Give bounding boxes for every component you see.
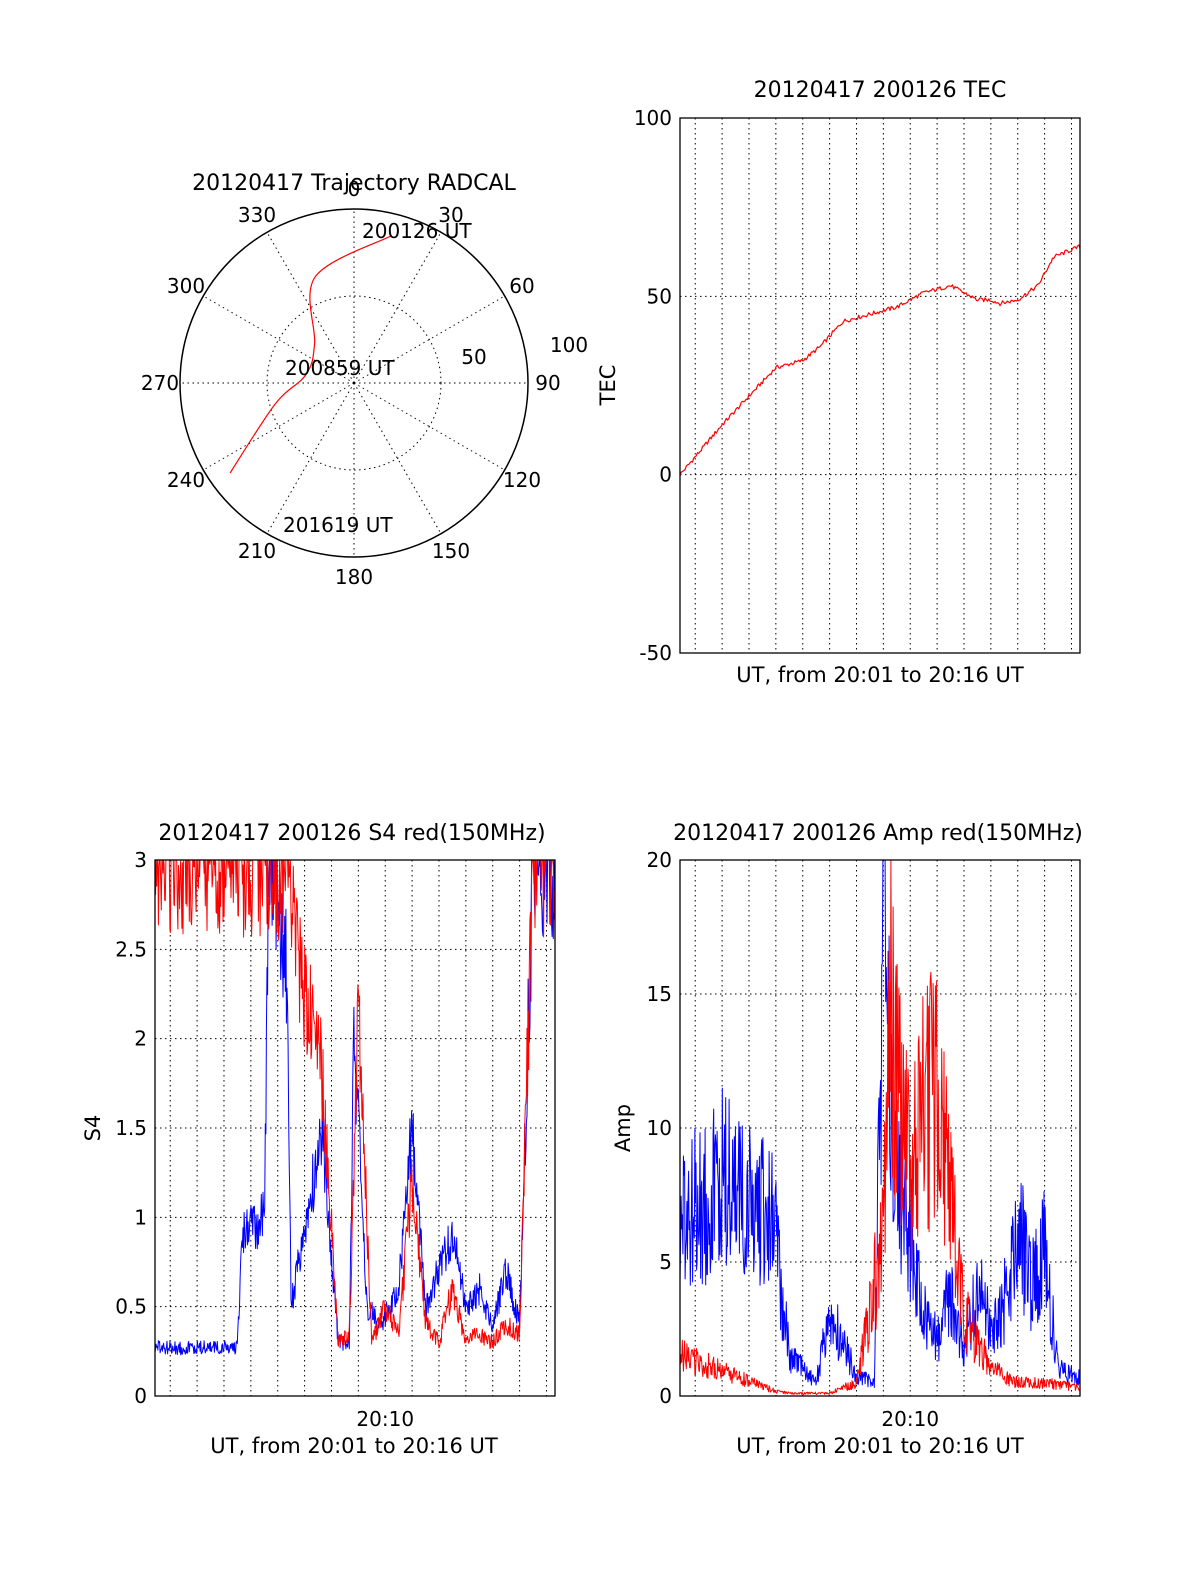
s4-x-axis-label: UT, from 20:01 to 20:16 UT	[210, 1434, 498, 1458]
x-tick-label: 20:10	[881, 1407, 939, 1431]
radial-tick-label: 100	[550, 333, 588, 357]
polar-outer-circle	[179, 208, 529, 558]
y-tick-label: 1.5	[115, 1116, 147, 1140]
s4-series	[154, 859, 556, 1356]
angle-tick-label: 210	[238, 539, 276, 563]
y-tick-label: 1	[134, 1205, 147, 1229]
polar-spoke	[353, 382, 442, 534]
angle-tick-label: 180	[335, 565, 373, 589]
tec-plot-frame	[679, 117, 1081, 654]
s4-title: 20120417 200126 S4 red(150MHz)	[158, 821, 545, 846]
y-tick-label: 15	[647, 982, 672, 1006]
polar-spoke	[203, 382, 355, 471]
y-tick-label: 5	[659, 1250, 672, 1274]
amp-x-axis-label: UT, from 20:01 to 20:16 UT	[736, 1434, 1024, 1458]
angle-tick-label: 270	[141, 371, 179, 395]
angle-tick-label: 330	[238, 203, 276, 227]
angle-tick-label: 150	[432, 539, 470, 563]
s4-series-line	[154, 859, 556, 1349]
tec-x-axis-label: UT, from 20:01 to 20:16 UT	[736, 663, 1024, 687]
amp-title: 20120417 200126 Amp red(150MHz)	[673, 821, 1083, 846]
tec-series	[679, 244, 1081, 477]
amp-y-axis-label: Amp	[611, 1104, 635, 1152]
y-tick-label: 50	[647, 284, 672, 308]
s4-panel: 20120417 200126 S4 red(150MHz) 0 0.5 1 1.5 2…	[81, 821, 556, 1458]
radial-tick-label: 50	[461, 345, 486, 369]
angle-tick-label: 30	[438, 203, 463, 227]
polar-spoke	[266, 382, 355, 534]
amp-plot-frame	[679, 859, 1081, 1397]
amp-y-ticks: 0 5 10 15 20	[647, 848, 672, 1408]
y-tick-label: 0	[134, 1384, 147, 1408]
polar-panel: 20120417 Trajectory RADCAL 0 30 60 90 120 150…	[141, 171, 588, 589]
amp-series-line	[679, 859, 1081, 1388]
y-tick-label: 0.5	[115, 1295, 147, 1319]
angle-tick-label: 90	[535, 371, 560, 395]
angle-tick-label: 60	[509, 274, 534, 298]
trajectory-end-label: 201619 UT	[283, 513, 393, 537]
tec-y-ticks: -50 0 50 100	[634, 106, 672, 665]
polar-inner-circle	[266, 295, 442, 471]
x-tick-label: 20:10	[356, 1407, 414, 1431]
polar-spoke	[353, 382, 505, 471]
polar-spoke	[353, 232, 442, 384]
s4-series-line	[154, 859, 556, 1356]
polar-spoke	[266, 232, 355, 384]
polar-spoke	[203, 295, 355, 384]
trajectory-start-label: 200126 UT	[362, 219, 472, 243]
polar-spokes	[180, 209, 528, 557]
s4-y-axis-label: S4	[81, 1115, 105, 1142]
y-tick-label: 100	[634, 106, 672, 130]
s4-x-ticks: 20:10	[356, 1407, 414, 1431]
tec-grid	[680, 117, 1080, 654]
angle-tick-label: 240	[167, 468, 205, 492]
s4-plot-frame	[154, 859, 556, 1397]
y-tick-label: 20	[647, 848, 672, 872]
y-tick-label: 2.5	[115, 937, 147, 961]
amp-series	[679, 859, 1081, 1395]
tec-title: 20120417 200126 TEC	[754, 78, 1007, 103]
s4-y-ticks: 0 0.5 1 1.5 2 2.5 3	[115, 848, 147, 1408]
amp-x-ticks: 20:10	[881, 1407, 939, 1431]
angle-tick-label: 300	[167, 274, 205, 298]
y-tick-label: -50	[639, 641, 672, 665]
polar-spoke	[353, 295, 505, 384]
tec-series-line	[679, 244, 1081, 477]
y-tick-label: 10	[647, 1116, 672, 1140]
trajectory-line	[229, 235, 391, 474]
tec-y-axis-label: TEC	[596, 365, 620, 407]
polar-angle-labels: 0 30 60 90 120 150 180 210 240 270 300 330	[141, 177, 561, 589]
y-tick-label: 3	[134, 848, 147, 872]
polar-title: 20120417 Trajectory RADCAL	[192, 171, 516, 196]
tec-panel: 20120417 200126 TEC -50 0 50 100 TEC UT, fr…	[596, 78, 1081, 687]
amp-panel: 20120417 200126 Amp red(150MHz) 0 5 10 15 20…	[611, 821, 1083, 1458]
y-tick-label: 2	[134, 1027, 147, 1051]
angle-tick-label: 120	[503, 468, 541, 492]
y-tick-label: 0	[659, 1384, 672, 1408]
trajectory-mid-label: 200859 UT	[285, 356, 395, 380]
amp-series-line	[679, 859, 1081, 1395]
y-tick-label: 0	[659, 463, 672, 487]
angle-tick-label: 0	[348, 177, 361, 201]
